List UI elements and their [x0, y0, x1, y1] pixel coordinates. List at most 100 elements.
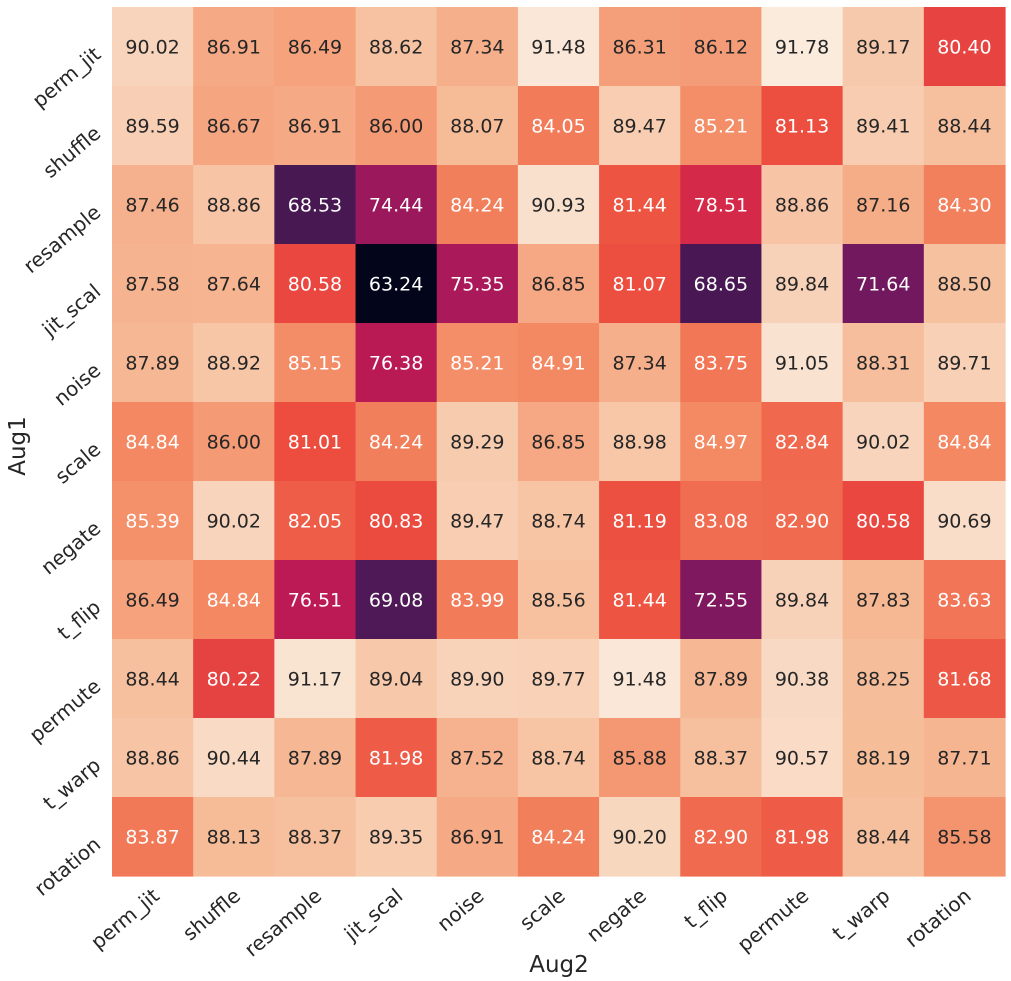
cell-value-label: 84.24	[450, 195, 504, 217]
cell-value-label: 87.46	[125, 195, 179, 217]
cell-value-label: 86.00	[369, 116, 423, 138]
heatmap-cell-negate-t_warp	[842, 481, 925, 561]
heatmap-cell-resample-shuffle	[193, 165, 275, 245]
heatmap-cell-noise-permute	[761, 323, 844, 403]
cell-value-label: 85.15	[288, 353, 342, 375]
cell-value-label: 88.98	[612, 432, 666, 454]
x-tick-label-resample: resample	[240, 883, 327, 961]
cell-value-label: 63.24	[369, 274, 423, 296]
cell-value-label: 85.58	[937, 827, 991, 849]
heatmap-cell-resample-perm_jit	[112, 165, 194, 245]
cell-value-label: 85.88	[612, 748, 666, 770]
cell-value-label: 86.85	[531, 432, 585, 454]
heatmap-cell-t_warp-rotation	[923, 718, 1006, 798]
y-tick-label-resample: resample	[19, 200, 106, 278]
cell-value-label: 84.84	[207, 590, 261, 612]
heatmap-cell-t_flip-resample	[274, 560, 357, 640]
cell-value-label: 81.07	[612, 274, 666, 296]
cell-value-label: 88.19	[856, 748, 910, 770]
heatmap-cell-t_warp-noise	[436, 718, 519, 798]
cell-value-label: 76.51	[288, 590, 342, 612]
cell-value-label: 90.57	[775, 748, 829, 770]
cell-value-label: 91.78	[775, 37, 829, 59]
heatmap-cell-perm_jit-rotation	[923, 7, 1006, 87]
heatmap-cell-noise-noise	[436, 323, 519, 403]
cell-value-label: 87.34	[450, 37, 504, 59]
heatmap-cell-negate-t_flip	[680, 481, 763, 561]
cell-value-label: 88.86	[125, 748, 179, 770]
heatmap-cell-rotation-scale	[517, 797, 600, 877]
heatmap-cell-perm_jit-scale	[517, 7, 600, 87]
cell-value-label: 88.92	[207, 353, 261, 375]
cell-value-label: 84.30	[937, 195, 991, 217]
cell-value-label: 88.74	[531, 748, 585, 770]
heatmap-cell-noise-scale	[517, 323, 600, 403]
heatmap-cell-noise-t_warp	[842, 323, 925, 403]
heatmap-cell-t_flip-rotation	[923, 560, 1006, 640]
heatmap-cell-permute-rotation	[923, 639, 1006, 719]
heatmap-cell-resample-t_flip	[680, 165, 763, 245]
heatmap-cell-noise-resample	[274, 323, 357, 403]
heatmap-cell-rotation-resample	[274, 797, 357, 877]
cell-value-label: 87.64	[207, 274, 261, 296]
cell-value-label: 82.90	[694, 827, 748, 849]
heatmap-cell-permute-noise	[436, 639, 519, 719]
cell-value-label: 83.08	[694, 511, 748, 533]
heatmap-cell-t_flip-t_flip	[680, 560, 763, 640]
heatmap-cell-scale-rotation	[923, 402, 1006, 482]
cell-value-label: 91.48	[531, 37, 585, 59]
heatmap-cell-permute-t_flip	[680, 639, 763, 719]
heatmap-cell-negate-rotation	[923, 481, 1006, 561]
heatmap-cell-perm_jit-resample	[274, 7, 357, 87]
cell-value-label: 90.02	[207, 511, 261, 533]
heatmap-cell-perm_jit-t_warp	[842, 7, 925, 87]
cell-value-label: 88.86	[775, 195, 829, 217]
heatmap-cell-shuffle-shuffle	[193, 86, 275, 166]
x-tick-label-noise: noise	[432, 883, 488, 936]
cell-value-label: 85.39	[125, 511, 179, 533]
heatmap-cell-jit_scal-resample	[274, 244, 357, 324]
heatmap-cell-negate-perm_jit	[112, 481, 194, 561]
cell-value-label: 83.63	[937, 590, 991, 612]
heatmap-cell-scale-noise	[436, 402, 519, 482]
cell-value-label: 84.97	[694, 432, 748, 454]
heatmap-cell-t_flip-negate	[599, 560, 681, 640]
heatmap-cell-shuffle-rotation	[923, 86, 1006, 166]
cell-value-label: 83.75	[694, 353, 748, 375]
x-tick-label-shuffle: shuffle	[178, 883, 245, 945]
heatmap-cell-noise-jit_scal	[355, 323, 438, 403]
heatmap-cell-jit_scal-shuffle	[193, 244, 275, 324]
cell-value-label: 81.13	[775, 116, 829, 138]
cell-value-label: 81.98	[369, 748, 423, 770]
cell-value-label: 88.50	[937, 274, 991, 296]
heatmap-cell-noise-shuffle	[193, 323, 275, 403]
heatmap-cell-t_warp-perm_jit	[112, 718, 194, 798]
x-tick-label-permute: permute	[733, 883, 814, 956]
cell-value-label: 88.44	[856, 827, 910, 849]
cell-value-label: 91.48	[612, 669, 666, 691]
heatmap-cell-shuffle-jit_scal	[355, 86, 438, 166]
heatmap-cell-t_flip-permute	[761, 560, 844, 640]
cell-value-label: 84.24	[531, 827, 585, 849]
cell-value-label: 81.44	[612, 590, 666, 612]
cell-value-label: 86.12	[694, 37, 748, 59]
heatmap-cell-noise-rotation	[923, 323, 1006, 403]
cell-value-label: 89.59	[125, 116, 179, 138]
heatmap-cell-resample-negate	[599, 165, 681, 245]
cell-value-label: 86.00	[207, 432, 261, 454]
cell-value-label: 86.49	[288, 37, 342, 59]
cell-value-label: 88.44	[125, 669, 179, 691]
heatmap-cell-resample-permute	[761, 165, 844, 245]
x-tick-label-perm_jit: perm_jit	[86, 883, 164, 954]
heatmap-cell-shuffle-permute	[761, 86, 844, 166]
heatmap-cell-t_warp-resample	[274, 718, 357, 798]
heatmap-cell-permute-negate	[599, 639, 681, 719]
y-tick-label-noise: noise	[49, 358, 105, 411]
cell-value-label: 87.83	[856, 590, 910, 612]
heatmap-cell-jit_scal-t_warp	[842, 244, 925, 324]
cell-value-label: 83.99	[450, 590, 504, 612]
cell-value-label: 86.91	[288, 116, 342, 138]
heatmap-cell-noise-perm_jit	[112, 323, 194, 403]
cell-value-label: 90.02	[125, 37, 179, 59]
